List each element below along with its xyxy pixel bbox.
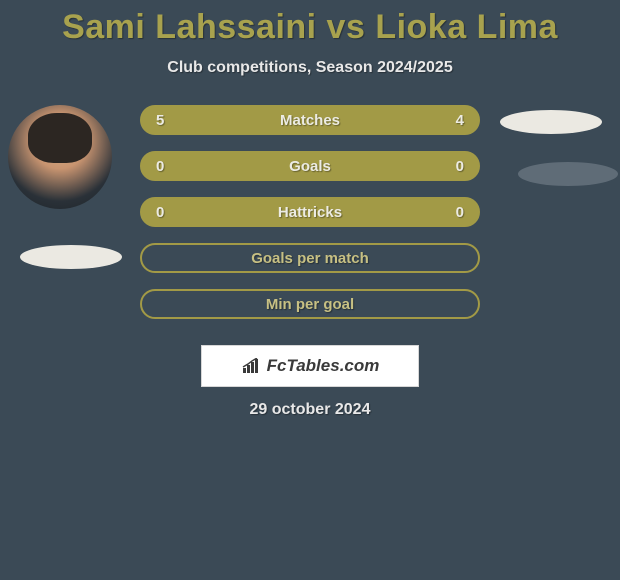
player-left-club-badge <box>20 245 122 269</box>
stat-rows: 5 Matches 4 0 Goals 0 0 Hattricks 0 Goal… <box>140 105 480 335</box>
stat-left-value: 5 <box>156 112 186 129</box>
stat-label: Goals per match <box>156 250 464 267</box>
stat-right-value: 0 <box>434 204 464 221</box>
source-badge-text: FcTables.com <box>267 356 380 376</box>
stat-row-hattricks: 0 Hattricks 0 <box>140 197 480 227</box>
stat-left-value: 0 <box>156 158 186 175</box>
stat-label: Min per goal <box>156 296 464 313</box>
stat-label: Hattricks <box>186 204 434 221</box>
stat-row-goals-per-match: Goals per match <box>140 243 480 273</box>
page-title: Sami Lahssaini vs Lioka Lima <box>0 0 620 47</box>
stat-label: Matches <box>186 112 434 129</box>
source-badge[interactable]: FcTables.com <box>201 345 419 387</box>
stat-row-min-per-goal: Min per goal <box>140 289 480 319</box>
stat-row-matches: 5 Matches 4 <box>140 105 480 135</box>
stat-label: Goals <box>186 158 434 175</box>
player-right-club-badge-2 <box>518 162 618 186</box>
stat-right-value: 0 <box>434 158 464 175</box>
player-right-club-badge-1 <box>500 110 602 134</box>
subtitle: Club competitions, Season 2024/2025 <box>0 59 620 77</box>
stat-left-value: 0 <box>156 204 186 221</box>
chart-icon <box>241 358 261 374</box>
date-text: 29 october 2024 <box>0 401 620 419</box>
stat-right-value: 4 <box>434 112 464 129</box>
player-left-avatar <box>8 105 112 209</box>
stat-row-goals: 0 Goals 0 <box>140 151 480 181</box>
stats-area: 5 Matches 4 0 Goals 0 0 Hattricks 0 Goal… <box>0 105 620 335</box>
